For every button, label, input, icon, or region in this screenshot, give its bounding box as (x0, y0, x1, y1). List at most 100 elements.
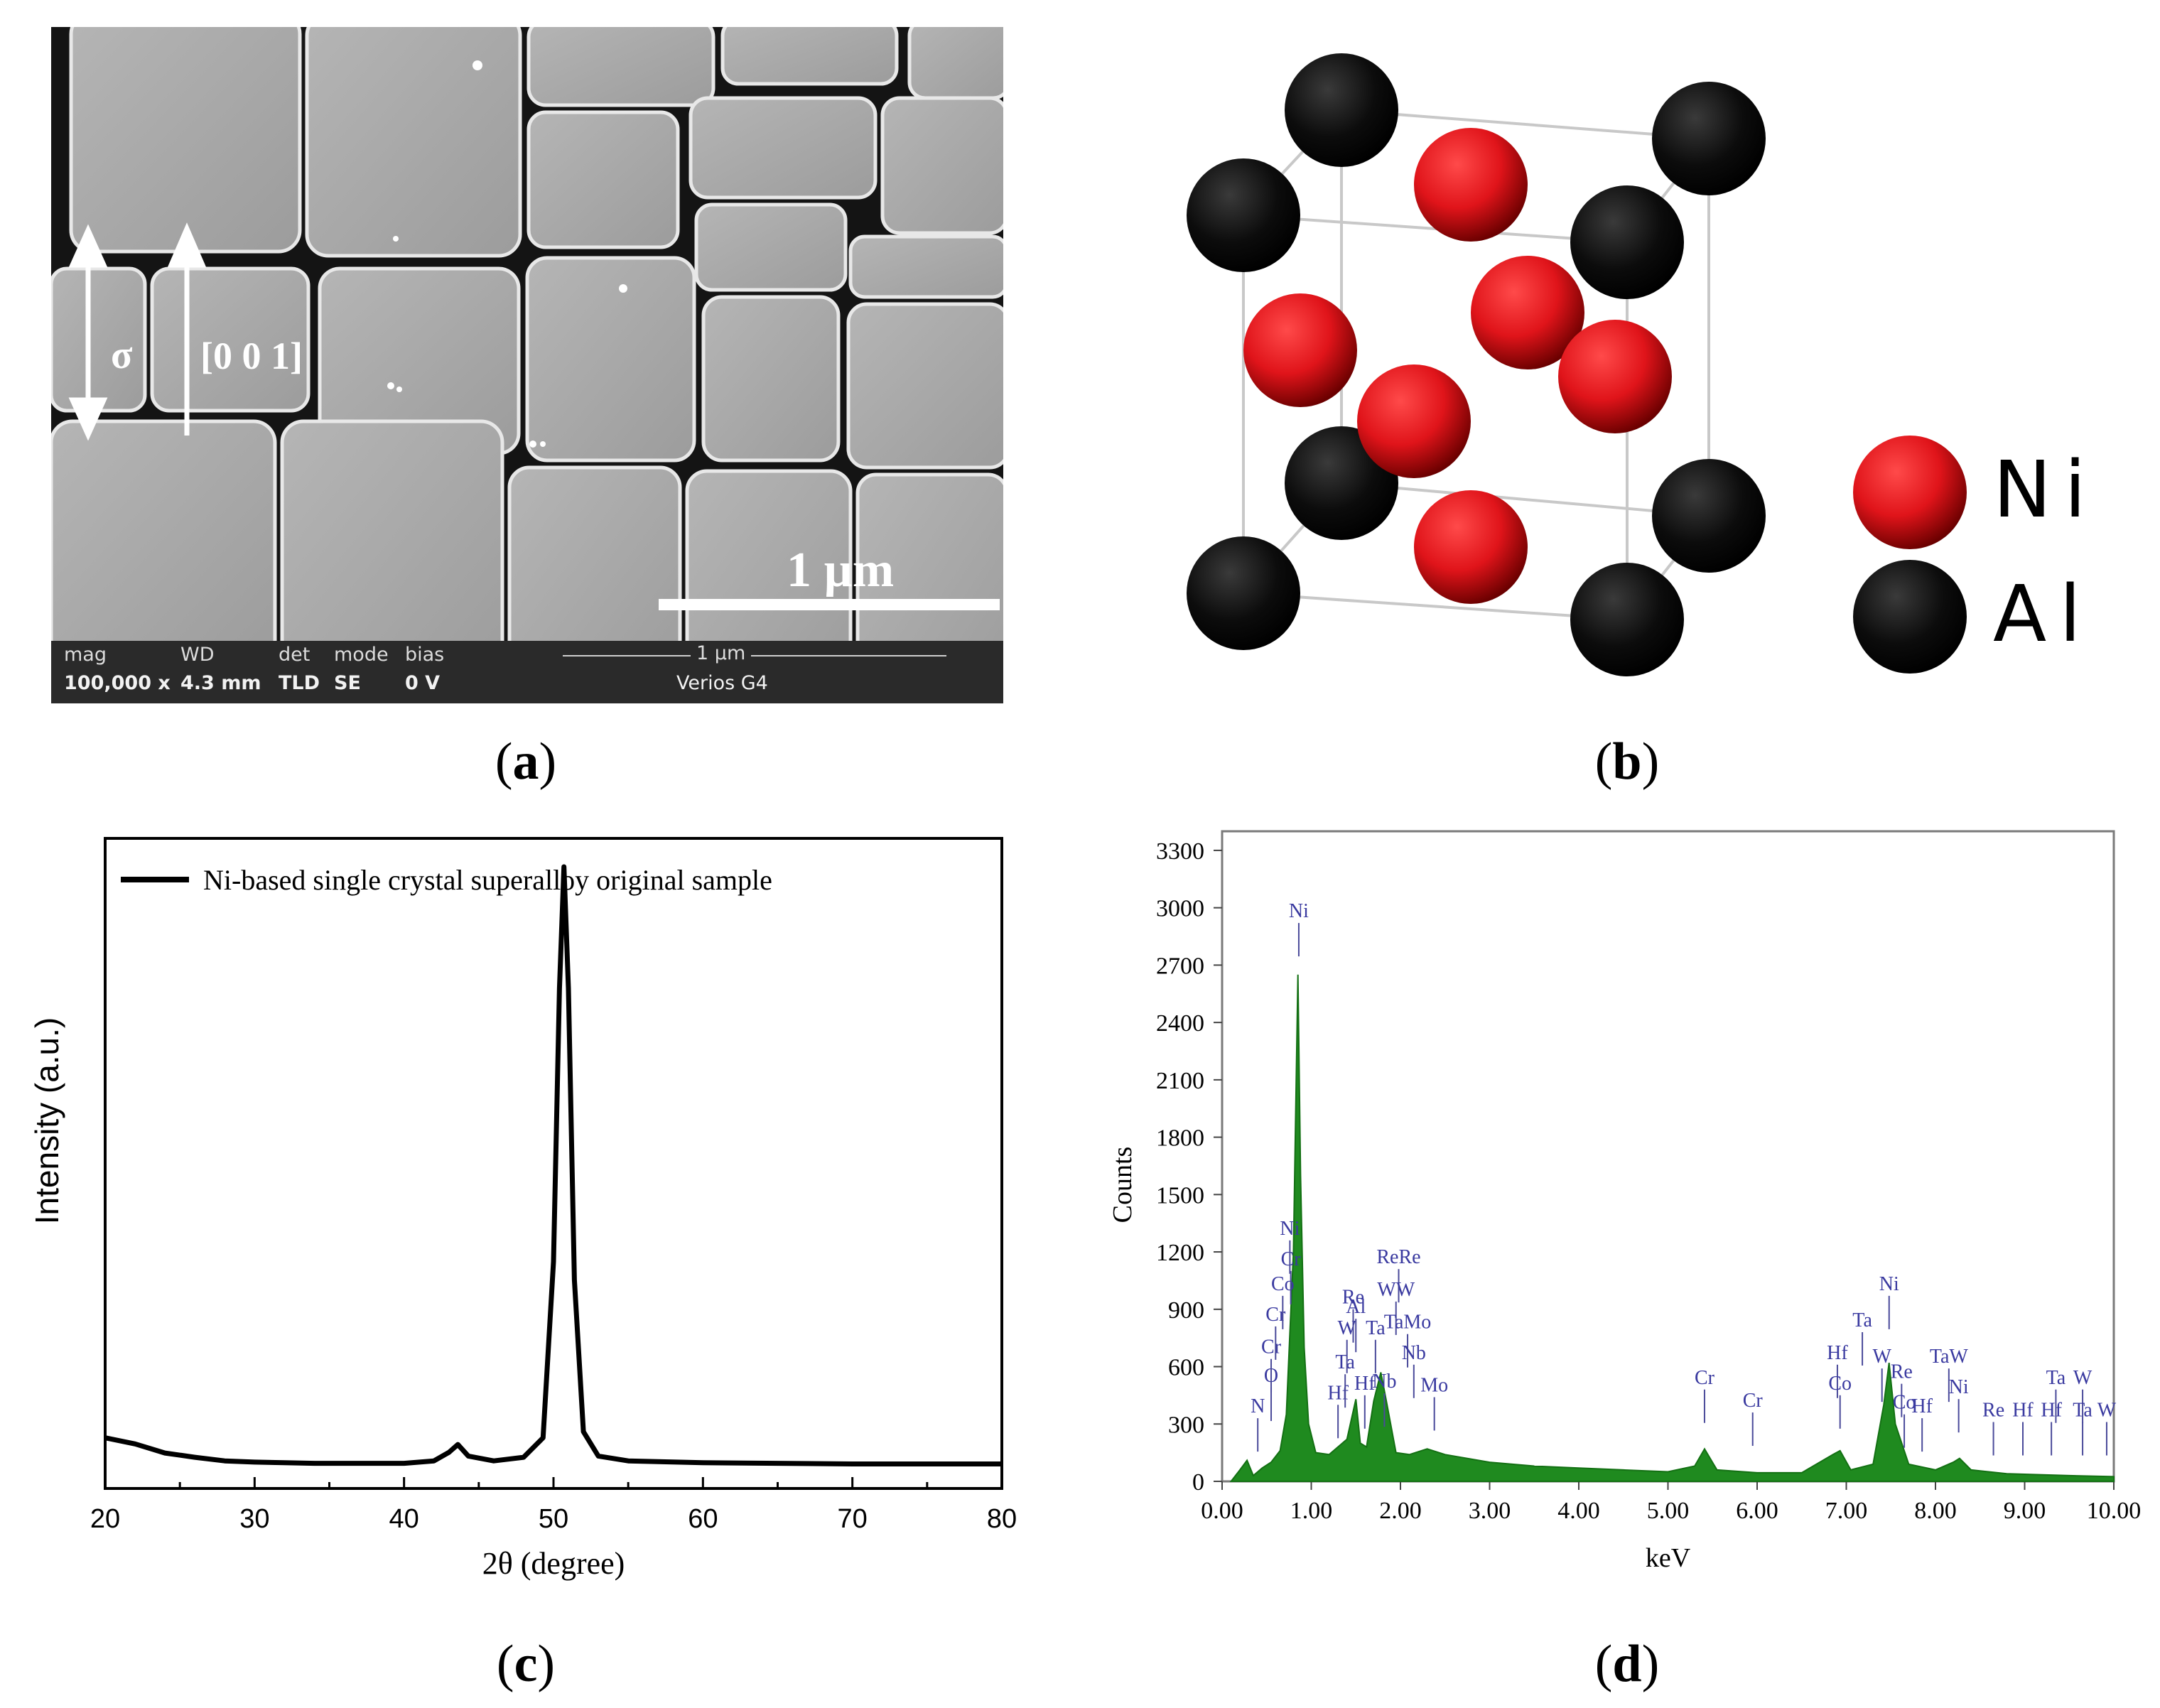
al-atom (1570, 563, 1684, 676)
x-axis-label: keV (1646, 1543, 1691, 1573)
y-tick-label: 1500 (1156, 1182, 1204, 1209)
stress-label: σ (111, 333, 133, 377)
info-scale-line (563, 655, 946, 656)
x-tick-label: 60 (688, 1504, 718, 1534)
y-axis-label: Counts (1108, 1147, 1138, 1223)
element-label: Co (1893, 1392, 1916, 1414)
element-label: WW (1377, 1279, 1415, 1301)
x-tick-label: 8.00 (1914, 1498, 1957, 1524)
eds-spectrum-area (1229, 974, 2115, 1482)
y-tick-label: 1200 (1156, 1240, 1204, 1266)
y-axis-label: Intensity (a.u.) (28, 1017, 65, 1224)
element-label: Ni (1879, 1273, 1899, 1295)
caption-a: (a) (495, 733, 557, 791)
eds-chart-panel: 0 300 600 900 1200 1500 1800 2100 2400 2700 3000 33… (1087, 817, 2160, 1599)
direction-arrow (167, 222, 207, 436)
legend-al-ball (1853, 560, 1967, 674)
element-label: W (2073, 1367, 2092, 1389)
unit-cell-diagram (1187, 53, 1967, 676)
x-tick-label: 3.00 (1469, 1498, 1511, 1524)
element-label: Nb (1372, 1371, 1396, 1393)
det-value: TLD (279, 672, 320, 694)
legend-al-label: Al (1993, 568, 2094, 659)
element-label: Re (1891, 1361, 1913, 1383)
x-tick-label: 40 (389, 1504, 419, 1534)
element-label: Ta (1366, 1317, 1386, 1339)
x-tick-label: 10.00 (2087, 1498, 2142, 1524)
caption-d: (d) (1594, 1635, 1660, 1693)
element-label: Mo (1420, 1375, 1448, 1397)
element-label: Hf (1827, 1342, 1848, 1364)
element-label: Re (1982, 1400, 2004, 1422)
legend-label: Ni-based single crystal superalloy origi… (203, 864, 772, 896)
x-tick-label: 4.00 (1557, 1498, 1600, 1524)
y-tick-label: 0 (1192, 1469, 1204, 1496)
element-label: Ni (1280, 1218, 1300, 1240)
al-atom (1652, 82, 1766, 195)
al-atom (1187, 158, 1300, 272)
element-label: Ta (2073, 1400, 2092, 1422)
ni-atom (1414, 128, 1528, 242)
caption-c: (c) (496, 1635, 556, 1693)
element-label: Cr (1261, 1336, 1282, 1358)
element-label: Al (1346, 1296, 1366, 1318)
x-tick-label: 9.00 (2004, 1498, 2046, 1524)
element-label: Hf (2041, 1400, 2062, 1422)
legend-ni-ball (1853, 436, 1967, 549)
x-tick-label: 5.00 (1647, 1498, 1690, 1524)
direction-label: [0 0 1] (200, 335, 303, 377)
element-label: Hf (1911, 1395, 1933, 1417)
y-tick-label: 2400 (1156, 1010, 1204, 1037)
element-label: Ni (1949, 1376, 1969, 1398)
x-tick-label: 0.00 (1201, 1498, 1243, 1524)
mode-value: SE (334, 672, 361, 694)
y-tick-label: 2100 (1156, 1068, 1204, 1094)
element-label: Re (1342, 1287, 1364, 1309)
x-tick-label: 7.00 (1825, 1498, 1868, 1524)
x-tick-label: 30 (239, 1504, 269, 1534)
mag-label: mag (64, 644, 107, 666)
x-tick-label: 50 (539, 1504, 568, 1534)
element-label: TaMo (1384, 1312, 1431, 1334)
caption-b: (b) (1594, 733, 1660, 791)
sem-micrograph-image (51, 27, 1003, 703)
sem-micrograph-panel: σ [0 0 1] 1 µm mag 100,000 x WD 4.3 mm d… (51, 27, 1003, 703)
x-tick-label: 20 (90, 1504, 120, 1534)
y-tick-label: 300 (1168, 1412, 1204, 1438)
y-tick-label: 3000 (1156, 896, 1204, 922)
element-label: Co (1828, 1373, 1852, 1395)
sem-info-bar: mag 100,000 x WD 4.3 mm det TLD mode SE … (51, 641, 1003, 703)
element-label: Nb (1402, 1342, 1426, 1364)
scalebar-label: 1 µm (787, 543, 895, 598)
ni-atom (1558, 320, 1672, 433)
element-label: Hf (2012, 1400, 2034, 1422)
det-label: det (279, 644, 310, 666)
element-label: Ta (2046, 1367, 2066, 1389)
element-label: Ta (1335, 1351, 1355, 1373)
element-label: Hf (1354, 1373, 1376, 1395)
bias-label: bias (405, 644, 445, 666)
x-tick-label: 70 (838, 1504, 868, 1534)
mode-label: mode (334, 644, 389, 666)
ni-atom (1243, 293, 1357, 407)
al-atom (1570, 185, 1684, 299)
y-tick-label: 1800 (1156, 1125, 1204, 1152)
element-label: W (2097, 1400, 2117, 1422)
x-axis-label: 2θ (degree) (482, 1546, 625, 1581)
al-atom (1652, 459, 1766, 573)
al-atom (1187, 536, 1300, 650)
y-tick-label: 600 (1168, 1355, 1204, 1381)
element-label: Cr (1281, 1248, 1302, 1270)
bias-value: 0 V (405, 672, 441, 694)
x-tick-label: 1.00 (1290, 1498, 1333, 1524)
scale-bar (659, 599, 1000, 610)
xrd-chart-panel: 20 30 40 50 60 70 80 2θ (degree) Intensity (a.u.… (0, 817, 1037, 1599)
y-tick-label: 900 (1168, 1297, 1204, 1324)
x-tick-label: 2.00 (1379, 1498, 1422, 1524)
element-label: Cr (1695, 1367, 1715, 1389)
element-label: Cr (1743, 1390, 1764, 1412)
legend-ni-label: Ni (1993, 444, 2099, 535)
mag-value: 100,000 x (64, 672, 171, 694)
y-tick-label: 2700 (1156, 953, 1204, 979)
element-label: ReRe (1376, 1246, 1420, 1268)
